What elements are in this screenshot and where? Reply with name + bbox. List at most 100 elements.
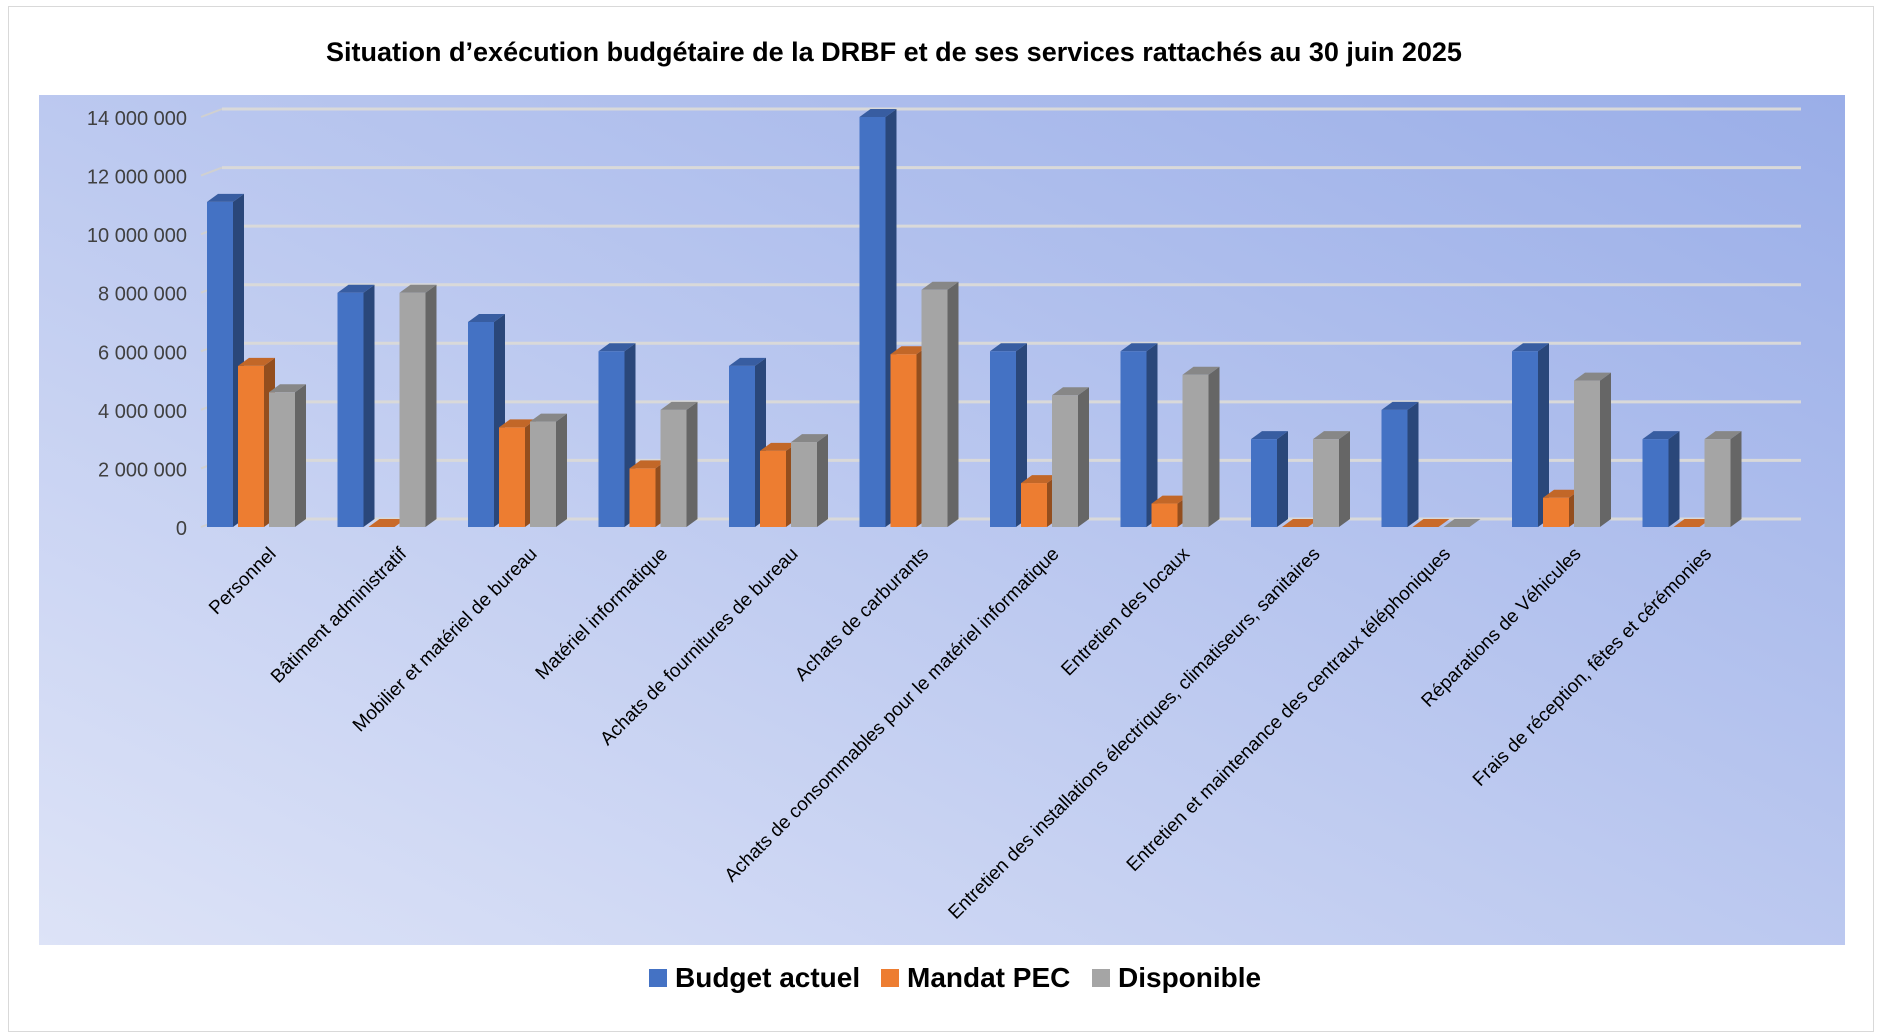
bar-top — [1120, 343, 1158, 352]
bar-front — [399, 292, 426, 527]
bar-top — [1704, 431, 1742, 440]
bar-front — [468, 322, 494, 527]
bar — [269, 384, 306, 527]
bar-top — [1443, 519, 1481, 527]
bar-front — [499, 427, 525, 527]
y-tick-label: 6 000 000 — [98, 342, 187, 364]
bar-front — [660, 409, 687, 527]
bar-front — [269, 392, 295, 527]
bar — [729, 357, 766, 527]
bar-side — [1730, 431, 1742, 527]
bar-front — [990, 351, 1016, 527]
legend: Budget actuel Mandat PEC Disponible — [649, 962, 1261, 993]
bar-front — [1151, 503, 1178, 527]
bar-side — [1339, 431, 1350, 527]
chart-title: Situation d’exécution budgétaire de la D… — [326, 37, 1462, 67]
bar-side — [1600, 372, 1611, 527]
bar — [1021, 475, 1058, 527]
bar-top — [1574, 372, 1611, 381]
y-tick-label: 10 000 000 — [87, 225, 187, 247]
bar-top — [468, 314, 505, 322]
bar-top — [859, 109, 897, 117]
bar-top — [368, 519, 406, 527]
bar-top — [499, 419, 536, 428]
bars — [207, 109, 1742, 527]
bar — [468, 314, 505, 527]
bar — [1704, 431, 1742, 527]
bar-front — [238, 365, 264, 527]
bar-front — [1704, 439, 1731, 527]
legend-label: Mandat PEC — [907, 962, 1070, 993]
bar-top — [760, 442, 797, 451]
y-tick-label: 0 — [176, 518, 187, 540]
bar — [1052, 387, 1089, 527]
bar-top — [660, 401, 698, 410]
bar-front — [921, 289, 948, 527]
legend-label: Disponible — [1118, 962, 1261, 993]
bar-top — [207, 193, 244, 202]
bar-top — [1021, 475, 1058, 484]
bar-side — [947, 281, 959, 527]
bar-top — [530, 413, 567, 422]
bar-top — [921, 281, 959, 290]
bar-side — [817, 434, 828, 527]
bar-top — [1543, 489, 1580, 498]
bar-top — [269, 384, 306, 393]
bar-side — [425, 284, 437, 527]
y-tick-label: 4 000 000 — [98, 401, 187, 423]
bar-top — [890, 346, 928, 355]
bar — [399, 284, 437, 527]
bar-front — [1120, 351, 1147, 527]
bar — [1512, 343, 1549, 527]
bar — [1313, 431, 1350, 527]
y-tick-label: 8 000 000 — [98, 284, 187, 306]
bar — [1282, 519, 1319, 527]
bar-side — [1146, 343, 1158, 527]
bar-front — [337, 292, 364, 527]
y-axis-ticks: 0 2 000 000 4 000 000 6 000 000 8 000 000 10 … — [87, 108, 187, 540]
bar-top — [629, 460, 667, 469]
bar-top — [598, 343, 636, 352]
bar-front — [1381, 409, 1408, 527]
bar — [1381, 401, 1419, 527]
bar-front — [1021, 483, 1047, 527]
bar — [1182, 366, 1220, 527]
grid-line-depth — [200, 108, 223, 118]
bar-top — [729, 357, 766, 366]
bar — [1574, 372, 1611, 527]
chart-frame: Situation d’exécution budgétaire de la D… — [8, 6, 1874, 1032]
bar-top — [238, 357, 275, 366]
bar-side — [1078, 387, 1089, 527]
bar-side — [686, 401, 698, 527]
bar-top — [337, 284, 375, 293]
bar-side — [295, 384, 306, 527]
bar-top — [1381, 401, 1419, 410]
bar-top — [1673, 519, 1711, 527]
bar-front — [890, 354, 917, 527]
bar-front — [1574, 380, 1600, 527]
bar-top — [1642, 431, 1680, 440]
y-tick-label: 12 000 000 — [87, 167, 187, 189]
y-tick-label: 14 000 000 — [87, 108, 187, 130]
grid-line-depth — [200, 166, 223, 177]
bar-front — [598, 351, 625, 527]
bar-front — [760, 450, 786, 527]
bar-top — [1251, 431, 1288, 440]
bar — [1642, 431, 1680, 527]
legend-swatch — [1092, 969, 1110, 987]
y-tick-label: 2 000 000 — [98, 459, 187, 481]
bar-front — [1543, 497, 1569, 527]
bar-top — [1412, 519, 1450, 527]
bar-side — [1277, 431, 1288, 527]
bar-front — [1313, 439, 1339, 527]
bar — [368, 519, 406, 527]
bar-front — [207, 201, 233, 527]
bar-side — [1668, 431, 1680, 527]
bar-side — [1407, 401, 1419, 527]
bar — [1412, 519, 1450, 527]
bar-front — [859, 117, 886, 527]
bar-front — [791, 442, 817, 527]
bar-front — [1052, 395, 1078, 527]
bar — [1673, 519, 1711, 527]
bar-front — [1182, 374, 1209, 527]
